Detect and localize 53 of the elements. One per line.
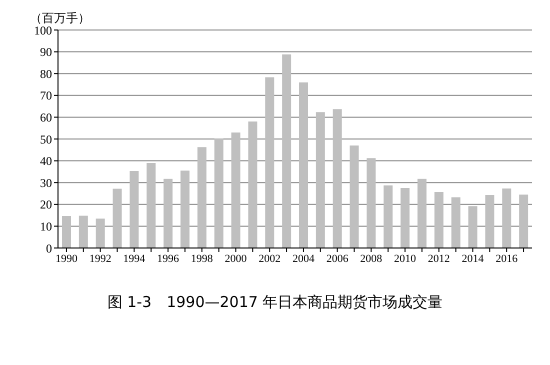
x-tick-label: 1994 xyxy=(123,252,146,265)
bar xyxy=(384,185,393,248)
x-tick-label: 2006 xyxy=(326,252,349,265)
bar xyxy=(502,188,512,248)
bar xyxy=(332,109,342,248)
y-tick-label: 20 xyxy=(40,198,52,212)
bar xyxy=(112,188,122,248)
bar xyxy=(78,216,88,248)
bar xyxy=(468,206,478,248)
y-tick-label: 0 xyxy=(46,241,52,256)
x-tick-label: 2010 xyxy=(394,252,417,265)
bar xyxy=(248,122,258,248)
y-tick-label: 50 xyxy=(40,132,52,146)
bar xyxy=(485,195,494,248)
bar xyxy=(164,178,173,248)
y-tick-label: 60 xyxy=(40,110,52,124)
bar xyxy=(316,112,325,248)
bar xyxy=(282,54,292,248)
x-tick-label: 2002 xyxy=(258,252,281,265)
x-tick-label: 1998 xyxy=(190,252,214,265)
x-tick-label: 2004 xyxy=(292,252,315,265)
text: 图 1-3 1990—2017 年日本商品期货市场成交量 xyxy=(106,293,444,312)
bar xyxy=(265,77,274,248)
bar xyxy=(62,216,71,248)
bar xyxy=(400,188,410,248)
y-tick-label: 70 xyxy=(40,88,52,103)
x-tick-label: 2008 xyxy=(360,252,383,265)
x-tick-label: 1990 xyxy=(55,252,78,265)
bar xyxy=(146,162,156,248)
x-tick-label: 2016 xyxy=(496,252,518,265)
y-tick-label: 90 xyxy=(40,45,52,60)
bar xyxy=(214,138,224,248)
y-tick-label: 40 xyxy=(40,154,52,168)
bar xyxy=(418,178,426,248)
y-tick-label: 30 xyxy=(40,176,52,190)
x-tick-label: 1996 xyxy=(157,252,180,265)
y-tick-label: 10 xyxy=(40,219,52,234)
bar xyxy=(350,146,359,248)
bar xyxy=(130,171,139,248)
bar xyxy=(197,147,206,248)
x-tick-label: 1992 xyxy=(89,252,112,265)
bar xyxy=(299,82,308,248)
x-tick-label: 2000 xyxy=(224,252,248,265)
bar xyxy=(96,218,105,248)
bar xyxy=(180,170,190,248)
bar xyxy=(451,197,460,248)
x-tick-label: 2014 xyxy=(462,252,484,265)
y-tick-label: 80 xyxy=(40,66,52,81)
bar xyxy=(366,158,376,248)
bar xyxy=(434,192,444,248)
bar xyxy=(231,132,240,248)
bar xyxy=(519,194,528,248)
x-tick-label: 2012 xyxy=(428,252,450,265)
